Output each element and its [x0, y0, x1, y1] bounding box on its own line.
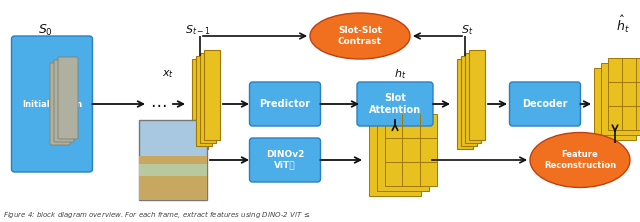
FancyBboxPatch shape — [250, 82, 321, 126]
FancyBboxPatch shape — [509, 82, 580, 126]
FancyBboxPatch shape — [608, 58, 640, 130]
Text: Slot-Slot
Contrast: Slot-Slot Contrast — [338, 26, 382, 46]
Text: Feature
Reconstruction: Feature Reconstruction — [544, 150, 616, 170]
FancyBboxPatch shape — [58, 57, 78, 139]
Text: $S_0$: $S_0$ — [38, 22, 53, 38]
Text: $\hat{h}_t$: $\hat{h}_t$ — [616, 13, 630, 35]
FancyBboxPatch shape — [250, 138, 321, 182]
Text: $S_t$: $S_t$ — [461, 23, 473, 37]
FancyBboxPatch shape — [12, 36, 93, 172]
FancyBboxPatch shape — [369, 124, 421, 196]
Text: DINOv2
ViT🔒: DINOv2 ViT🔒 — [266, 150, 304, 170]
FancyBboxPatch shape — [196, 56, 212, 146]
Text: Decoder: Decoder — [522, 99, 568, 109]
Text: $x_t$: $x_t$ — [162, 68, 174, 80]
FancyBboxPatch shape — [139, 120, 207, 200]
FancyBboxPatch shape — [469, 50, 485, 140]
FancyBboxPatch shape — [385, 114, 437, 186]
Text: Slot
Attention: Slot Attention — [369, 93, 421, 115]
FancyBboxPatch shape — [139, 164, 207, 176]
FancyBboxPatch shape — [457, 59, 473, 149]
Text: Figure 4: block diagram overview. For each frame, extract features using DINO-2 : Figure 4: block diagram overview. For ea… — [3, 208, 311, 220]
FancyBboxPatch shape — [377, 119, 429, 191]
FancyBboxPatch shape — [204, 50, 220, 140]
FancyBboxPatch shape — [461, 56, 477, 146]
FancyBboxPatch shape — [139, 156, 207, 200]
FancyBboxPatch shape — [465, 53, 481, 143]
FancyBboxPatch shape — [54, 60, 74, 142]
Text: Predictor: Predictor — [259, 99, 310, 109]
Text: Initialization: Initialization — [22, 99, 82, 109]
FancyBboxPatch shape — [200, 53, 216, 143]
Text: $h_t$: $h_t$ — [394, 67, 406, 81]
FancyBboxPatch shape — [601, 63, 640, 135]
FancyBboxPatch shape — [50, 63, 70, 145]
Ellipse shape — [310, 13, 410, 59]
FancyBboxPatch shape — [594, 68, 636, 140]
Text: $S_{t-1}$: $S_{t-1}$ — [185, 23, 211, 37]
FancyBboxPatch shape — [192, 59, 208, 149]
Ellipse shape — [530, 133, 630, 188]
FancyBboxPatch shape — [357, 82, 433, 126]
Text: $\cdots$: $\cdots$ — [150, 95, 166, 113]
